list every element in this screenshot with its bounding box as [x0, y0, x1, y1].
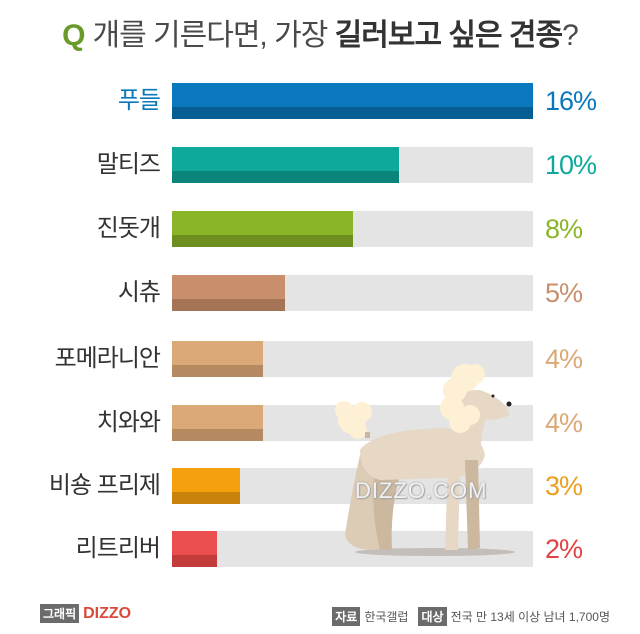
- bar-row: 리트리버 2%: [0, 531, 640, 567]
- poodle-illustration: [335, 364, 515, 556]
- bar-shade: [172, 171, 399, 183]
- bar-shade: [172, 429, 263, 441]
- title-bold: 길러보고 싶은 견종: [334, 19, 563, 52]
- bar-value: 16%: [545, 86, 597, 116]
- target-tag: 대상: [418, 607, 447, 626]
- bar-track: [172, 147, 533, 183]
- bar-label: 치와와: [96, 409, 161, 436]
- bar-shade: [172, 235, 353, 247]
- footer-credit: 그래픽 DIZZO: [40, 604, 131, 623]
- title-suffix: ?: [562, 19, 579, 52]
- bar-label: 말티즈: [96, 151, 161, 178]
- bar-row: 포메라니안 4%: [0, 341, 640, 377]
- bar-label: 리트리버: [75, 535, 161, 562]
- q-mark: Q: [62, 19, 85, 52]
- bar-fill: [172, 405, 263, 441]
- source-tag: 자료: [332, 607, 361, 626]
- bar-fill: [172, 275, 285, 311]
- graphic-tag: 그래픽: [40, 604, 80, 623]
- bar-value: 4%: [545, 344, 583, 374]
- bar-row: 말티즈 10%: [0, 147, 640, 183]
- footer-source: 자료 한국갤럽 대상 전국 만 13세 이상 남녀 1,700명: [332, 607, 610, 626]
- source-text: 한국갤럽: [364, 610, 409, 624]
- chart-title: Q 개를 기른다면, 가장 길러보고 싶은 견종?: [0, 10, 640, 54]
- bar-label: 진돗개: [96, 215, 161, 242]
- bar-label: 푸들: [117, 87, 161, 114]
- bar-value: 4%: [545, 408, 583, 438]
- watermark: DIZZO.COM: [355, 478, 488, 503]
- bar-value: 3%: [545, 471, 583, 501]
- bar-shade: [172, 492, 240, 504]
- bar-label: 포메라니안: [54, 345, 161, 372]
- title-prefix: 개를 기른다면, 가장: [92, 19, 329, 52]
- bar-row: 진돗개 8%: [0, 211, 640, 247]
- bar-fill: [172, 83, 533, 119]
- bar-track: [172, 83, 533, 119]
- bar-fill: [172, 468, 240, 504]
- bar-label: 시츄: [117, 279, 161, 306]
- bar-track: [172, 211, 533, 247]
- bar-value: 10%: [545, 150, 597, 180]
- bar-row: 시츄 5%: [0, 275, 640, 311]
- bar-value: 2%: [545, 534, 583, 564]
- bar-shade: [172, 365, 263, 377]
- bar-row: 치와와 4%: [0, 405, 640, 441]
- bar-fill: [172, 341, 263, 377]
- bar-track: [172, 275, 533, 311]
- bar-value: 5%: [545, 278, 583, 308]
- bar-label: 비숑 프리제: [48, 472, 161, 499]
- bar-row: 비숑 프리제 3%: [0, 468, 640, 504]
- bar-row: 푸들 16%: [0, 83, 640, 119]
- target-text: 전국 만 13세 이상 남녀 1,700명: [450, 610, 610, 624]
- brand-logo: DIZZO: [83, 604, 132, 622]
- bar-value: 8%: [545, 214, 583, 244]
- bar-shade: [172, 555, 217, 567]
- bar-shade: [172, 299, 285, 311]
- bar-fill: [172, 531, 217, 567]
- bar-fill: [172, 211, 353, 247]
- bar-shade: [172, 107, 533, 119]
- bar-fill: [172, 147, 399, 183]
